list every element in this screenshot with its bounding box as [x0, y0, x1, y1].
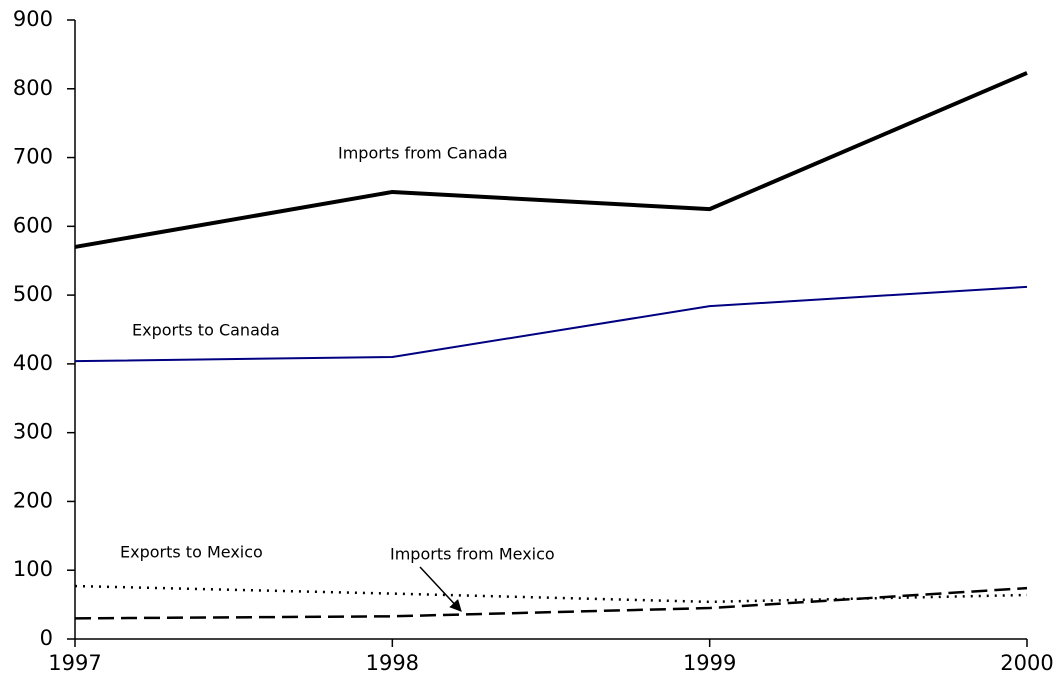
- series-line: [74, 584, 1028, 604]
- series-label: Imports from Canada: [338, 144, 508, 163]
- y-tick-label: 300: [13, 420, 53, 444]
- y-tick-label: 0: [40, 626, 53, 650]
- y-tick-label: 200: [13, 488, 53, 512]
- y-tick-label: 800: [13, 76, 53, 100]
- x-tick-label: 1999: [683, 651, 736, 675]
- y-tick-label: 900: [13, 7, 53, 31]
- series-line: [74, 285, 1028, 363]
- annotation-arrow: [419, 566, 462, 612]
- series-label: Exports to Canada: [132, 321, 280, 340]
- series-label: Exports to Mexico: [120, 543, 263, 562]
- y-tick-label: 700: [13, 145, 53, 169]
- x-tick-label: 2000: [1000, 651, 1053, 675]
- x-tick-label: 1997: [48, 651, 101, 675]
- x-tick-label: 1998: [366, 651, 419, 675]
- y-tick-label: 600: [13, 213, 53, 237]
- series-line: [74, 586, 1028, 620]
- y-tick-label: 400: [13, 351, 53, 375]
- series-line: [74, 71, 1028, 249]
- y-tick-label: 500: [13, 282, 53, 306]
- y-tick-label: 100: [13, 557, 53, 581]
- series-label: Imports from Mexico: [390, 545, 555, 564]
